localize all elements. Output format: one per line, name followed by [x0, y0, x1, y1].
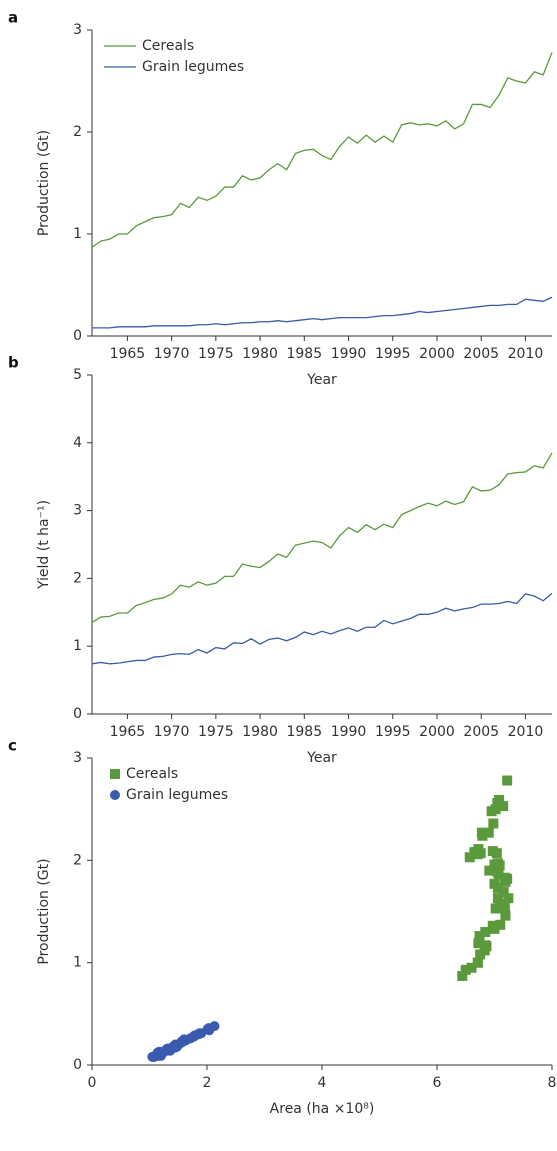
data-point: [495, 919, 506, 930]
x-tick-label: 1975: [198, 346, 234, 362]
data-line: [91, 52, 553, 248]
y-tick-label: 2: [73, 852, 82, 868]
data-line: [91, 452, 553, 624]
x-tick-label: 0: [88, 1075, 97, 1091]
data-point: [492, 893, 503, 904]
x-tick-label: 1995: [375, 724, 411, 740]
legend-label: Grain legumes: [126, 787, 228, 803]
data-point: [489, 859, 500, 870]
data-point: [498, 887, 509, 898]
data-point: [469, 847, 480, 858]
x-tick-label: 1980: [242, 346, 278, 362]
data-point: [490, 903, 501, 914]
panel-label: a: [8, 9, 18, 27]
x-tick-label: 1980: [242, 724, 278, 740]
data-point: [473, 938, 484, 949]
x-tick-label: 1990: [331, 346, 367, 362]
panel-label: c: [8, 737, 17, 755]
data-point: [484, 865, 495, 876]
data-point: [483, 827, 494, 838]
y-tick-label: 2: [73, 124, 82, 140]
y-tick-label: 1: [73, 955, 82, 971]
data-point: [499, 901, 510, 912]
data-line: [92, 296, 553, 329]
y-tick-label: 0: [73, 706, 82, 722]
y-tick-label: 3: [73, 22, 82, 38]
y-tick-label: 1: [73, 226, 82, 242]
data-point: [460, 964, 471, 975]
legend-label: Cereals: [126, 766, 178, 782]
x-tick-label: 2010: [508, 724, 544, 740]
x-tick-label: 1985: [286, 724, 322, 740]
legend-label: Cereals: [142, 38, 194, 54]
x-tick-label: 1970: [154, 724, 190, 740]
y-tick-label: 1: [73, 638, 82, 654]
data-point: [500, 910, 511, 921]
x-axis-label: Year: [306, 750, 337, 766]
x-tick-label: 1970: [154, 346, 190, 362]
data-point: [499, 872, 510, 883]
x-tick-label: 1975: [198, 724, 234, 740]
panel-label: b: [8, 354, 19, 372]
data-point: [498, 801, 509, 812]
y-tick-label: 0: [73, 1057, 82, 1073]
legend-label: Grain legumes: [142, 59, 244, 75]
data-point: [492, 882, 503, 893]
x-tick-label: 2010: [508, 346, 544, 362]
data-point: [457, 970, 468, 981]
legend-swatch: [110, 790, 120, 800]
data-point: [480, 926, 491, 937]
data-point: [486, 806, 497, 817]
x-tick-label: 2000: [419, 724, 455, 740]
data-point: [474, 931, 485, 942]
x-tick-label: 1985: [286, 346, 322, 362]
data-point: [487, 846, 498, 857]
data-point: [502, 775, 513, 786]
data-point: [480, 940, 491, 951]
x-tick-label: 2005: [463, 346, 499, 362]
data-point: [466, 962, 477, 973]
data-point: [489, 923, 500, 934]
y-tick-label: 3: [73, 503, 82, 519]
y-tick-label: 3: [73, 750, 82, 766]
x-axis-label: Year: [306, 372, 337, 388]
x-tick-label: 2005: [463, 724, 499, 740]
x-tick-label: 4: [318, 1075, 327, 1091]
y-tick-label: 5: [73, 367, 82, 383]
x-tick-label: 1965: [110, 346, 146, 362]
x-tick-label: 1990: [331, 724, 367, 740]
data-line: [91, 592, 553, 665]
y-axis-label: Production (Gt): [36, 858, 52, 964]
data-point: [488, 818, 499, 829]
y-tick-label: 2: [73, 570, 82, 586]
data-point: [209, 1021, 220, 1032]
data-point: [477, 830, 488, 841]
x-tick-label: 8: [548, 1075, 557, 1091]
y-axis-label: Production (Gt): [36, 130, 52, 236]
y-tick-label: 0: [73, 328, 82, 344]
data-point: [503, 893, 514, 904]
y-tick-label: 4: [73, 435, 82, 451]
data-point: [464, 852, 475, 863]
x-axis-label: Area (ha ×10⁸): [270, 1101, 375, 1117]
y-axis-label: Yield (t ha⁻¹): [36, 500, 52, 590]
data-point: [472, 957, 483, 968]
x-tick-label: 2000: [419, 346, 455, 362]
x-tick-label: 6: [433, 1075, 442, 1091]
x-tick-label: 2: [203, 1075, 212, 1091]
x-tick-label: 1965: [110, 724, 146, 740]
legend-swatch: [110, 769, 120, 779]
data-point: [492, 798, 503, 809]
x-tick-label: 1995: [375, 346, 411, 362]
